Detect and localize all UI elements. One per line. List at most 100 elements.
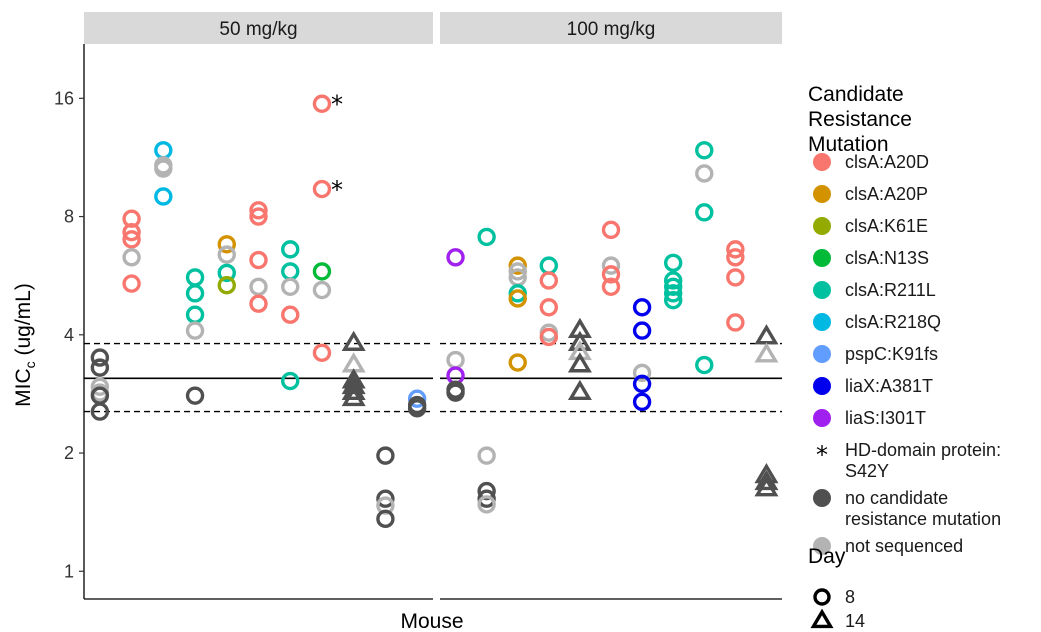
data-point-day8 bbox=[249, 250, 268, 270]
data-point-day8 bbox=[539, 271, 559, 290]
y-tick-label: 16 bbox=[54, 88, 74, 108]
legend-label: clsA:K61E bbox=[845, 216, 928, 236]
data-point-day8 bbox=[446, 350, 465, 370]
legend-label: clsA:N13S bbox=[845, 248, 929, 268]
data-point-day8 bbox=[90, 377, 110, 396]
data-point-day8 bbox=[185, 268, 205, 287]
data-point-day8 bbox=[477, 446, 496, 465]
data-point-day8 bbox=[312, 94, 332, 113]
legend-label: HD-domain protein: bbox=[845, 440, 1001, 460]
data-point-day8 bbox=[312, 179, 332, 199]
legend-label: clsA:R211L bbox=[845, 280, 936, 300]
data-point-day8 bbox=[663, 271, 683, 290]
data-point-day14 bbox=[567, 330, 592, 351]
legend-key-dot bbox=[813, 537, 831, 555]
data-point-day8 bbox=[539, 327, 559, 347]
data-point-day8 bbox=[249, 277, 268, 296]
day-legend-circle bbox=[813, 588, 831, 606]
data-point-day8 bbox=[281, 262, 300, 281]
data-point-day8 bbox=[154, 141, 173, 160]
data-point-day8 bbox=[663, 253, 683, 273]
data-point-day8 bbox=[632, 363, 652, 383]
data-point-day8 bbox=[281, 371, 300, 391]
legend-label: liaX:A381T bbox=[845, 376, 933, 396]
data-point-day8 bbox=[508, 289, 527, 308]
data-point-day8 bbox=[154, 159, 173, 178]
data-point-day8 bbox=[217, 263, 236, 283]
data-point-day8 bbox=[601, 256, 621, 275]
facet-panels: 50 mg/kg * * 100 mg/kg bbox=[84, 12, 782, 600]
data-point-day8 bbox=[376, 509, 395, 529]
y-axis-title-main: MIC bbox=[12, 368, 35, 407]
data-point-day8 bbox=[122, 248, 141, 267]
data-point-day8 bbox=[217, 275, 236, 295]
hd-domain-star-marker: * bbox=[331, 176, 343, 204]
facet-panel: 100 mg/kg bbox=[440, 12, 782, 600]
legend-title: Resistance bbox=[808, 108, 912, 131]
data-point-day8 bbox=[407, 399, 427, 418]
data-point-day8 bbox=[407, 389, 427, 408]
data-point-day8 bbox=[312, 280, 332, 300]
data-point-day14 bbox=[567, 379, 592, 401]
data-point-day8 bbox=[601, 220, 621, 240]
legend-key-dot bbox=[813, 313, 831, 331]
data-point-day8 bbox=[726, 248, 745, 267]
data-point-day8 bbox=[185, 386, 205, 405]
y-tick-label: 8 bbox=[64, 207, 74, 227]
data-point-day8 bbox=[601, 265, 621, 284]
facet-strip-label: 100 mg/kg bbox=[567, 19, 656, 40]
y-axis: 1 2 4 8 16 bbox=[54, 44, 85, 599]
data-point-day8 bbox=[281, 305, 300, 324]
legend-key-dot bbox=[813, 409, 831, 427]
data-point-day8 bbox=[632, 392, 652, 412]
data-point-day8 bbox=[185, 284, 205, 303]
data-point-day14 bbox=[341, 379, 366, 401]
data-point-day8 bbox=[726, 313, 745, 332]
data-point-day8 bbox=[249, 294, 268, 313]
data-point-day8 bbox=[446, 248, 465, 267]
legend-label: S42Y bbox=[845, 461, 889, 481]
legend-label: clsA:A20D bbox=[845, 152, 929, 172]
data-point-day14 bbox=[754, 469, 779, 491]
data-point-day8 bbox=[217, 245, 236, 264]
legend-key-dot bbox=[813, 281, 831, 299]
y-tick-label: 2 bbox=[64, 443, 74, 463]
data-point-day8 bbox=[539, 298, 559, 317]
data-point-day8 bbox=[154, 187, 173, 206]
data-point-day8 bbox=[249, 207, 268, 226]
data-point-day14 bbox=[754, 324, 779, 345]
day-legend-triangle bbox=[810, 608, 834, 629]
data-point-day8 bbox=[508, 262, 527, 281]
data-point-day8 bbox=[663, 284, 683, 303]
data-point-day8 bbox=[477, 495, 496, 514]
data-point-day8 bbox=[539, 256, 559, 275]
data-point-day14 bbox=[754, 476, 779, 497]
day-legend-title: Day bbox=[808, 545, 846, 568]
data-point-day8 bbox=[508, 256, 527, 275]
legend-key-dot bbox=[813, 153, 831, 171]
legend-title: Mutation bbox=[808, 133, 889, 156]
data-point-day8 bbox=[312, 343, 332, 362]
data-point-day8 bbox=[90, 402, 110, 421]
data-point-day8 bbox=[122, 274, 141, 293]
data-point-day8 bbox=[376, 446, 395, 465]
legend-label: clsA:A20P bbox=[845, 184, 928, 204]
data-point-day8 bbox=[695, 203, 714, 222]
data-point-day8 bbox=[446, 383, 465, 402]
facet-strip-label: 50 mg/kg bbox=[219, 19, 297, 40]
data-point-day8 bbox=[281, 277, 300, 296]
legend-key-star: * bbox=[816, 441, 828, 469]
data-point-day14 bbox=[567, 352, 592, 373]
data-point-day8 bbox=[726, 268, 745, 287]
data-point-day8 bbox=[601, 277, 621, 296]
data-point-day8 bbox=[376, 496, 395, 515]
data-point-day8 bbox=[663, 290, 683, 310]
day-legend-label: 8 bbox=[845, 587, 855, 607]
y-axis-title-unit: (ug/mL) bbox=[12, 283, 35, 361]
data-point-day8 bbox=[477, 489, 496, 508]
y-axis-title: MICc (ug/mL) bbox=[12, 283, 38, 407]
legend-key-dot bbox=[813, 377, 831, 395]
legend-key-dot bbox=[813, 217, 831, 235]
